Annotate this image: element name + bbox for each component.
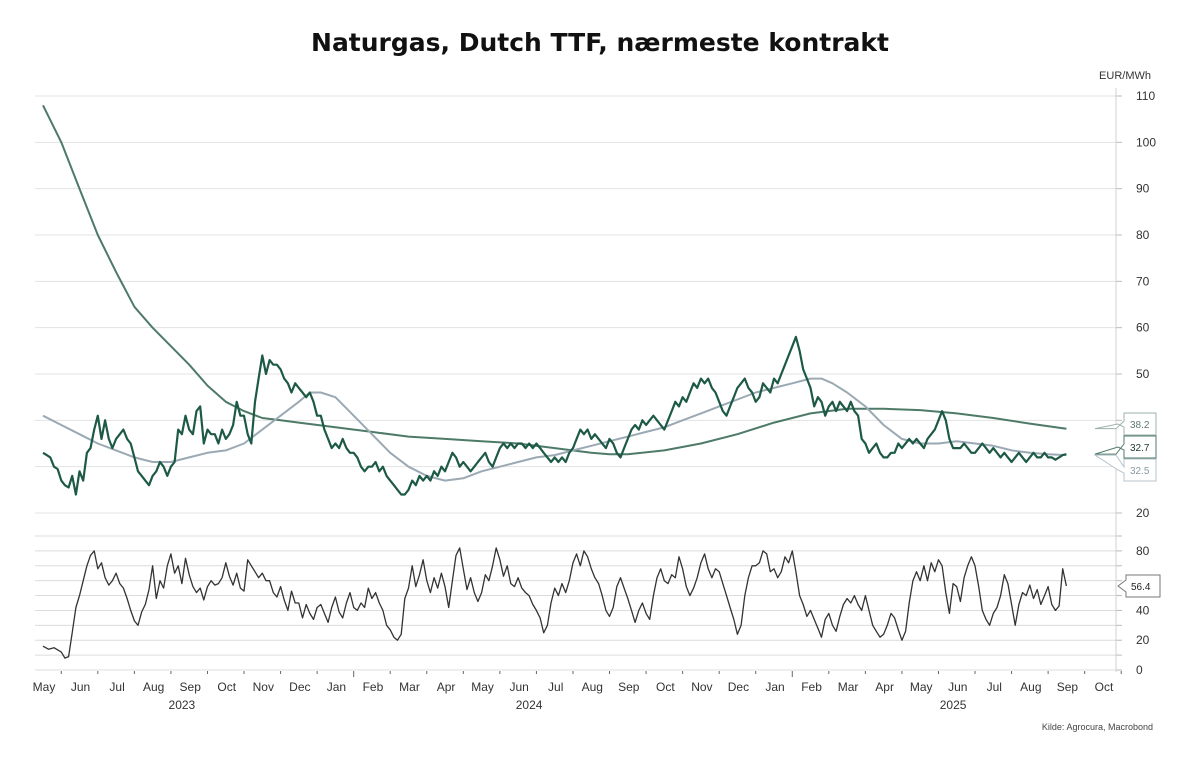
y-axis-unit-label: EUR/MWh [1099, 70, 1151, 82]
x-tick-label-month: Oct [656, 680, 675, 694]
x-tick-label-month: Oct [217, 680, 236, 694]
y-tick-label-bottom: 80 [1136, 544, 1150, 558]
x-tick-label-month: Oct [1095, 680, 1114, 694]
series-line-moving-average-long- [42, 104, 1067, 456]
x-tick-label-year: 2024 [516, 698, 543, 712]
last-value-boxes: 38.2 32.7 32.5 56.4 [1093, 412, 1161, 598]
y-tick-label-top: 20 [1136, 506, 1150, 520]
y-tick-label-bottom: 40 [1136, 603, 1150, 617]
bottom-panel-gridlines [35, 535, 1122, 671]
x-tick-label-month: Jan [327, 680, 346, 694]
x-tick-label-month: Jan [765, 680, 784, 694]
top-panel-series [42, 104, 1067, 496]
y-tick-label-top: 60 [1136, 321, 1150, 335]
source-note: Kilde: Agrocura, Macrobond [1041, 722, 1153, 732]
value-box-outline [1094, 412, 1157, 436]
chart-title: Naturgas, Dutch TTF, nærmeste kontrakt [311, 28, 889, 57]
x-tick-label-month: Nov [691, 680, 712, 694]
series-line-ttf-front-month [42, 335, 1067, 496]
x-tick-label-month: Apr [875, 680, 894, 694]
y-tick-labels: 20 50 60 70 80 90 100 110 0 20 40 80 [1136, 89, 1156, 677]
x-tick-label-month: Feb [363, 680, 384, 694]
x-tick-label-month: Jul [109, 680, 124, 694]
x-tick-label-month: May [471, 680, 494, 694]
x-tick-label-month: Dec [728, 680, 749, 694]
x-tick-label-month: Jul [987, 680, 1002, 694]
x-tick-label-month: Jul [548, 680, 563, 694]
y-tick-label-top: 80 [1136, 228, 1150, 242]
x-tick-label-month: Aug [582, 680, 603, 694]
top-panel-gridlines [35, 95, 1122, 514]
value-box-text: 38.2 [1130, 420, 1150, 431]
x-tick-label-month: Aug [1020, 680, 1041, 694]
y-tick-label-top: 100 [1136, 135, 1156, 149]
value-box-outline [1094, 435, 1157, 459]
x-tick-label-month: Sep [180, 680, 202, 694]
series-line-moving-average-short- [42, 377, 1067, 482]
last-value-box: 56.4 [1117, 574, 1161, 598]
y-tick-label-top: 70 [1136, 274, 1150, 288]
value-box-outline [1093, 454, 1157, 482]
value-box-text: 32.7 [1130, 443, 1150, 454]
value-box-text: 32.5 [1130, 466, 1150, 477]
x-tick-label-month: Sep [618, 680, 640, 694]
last-value-box: 38.2 [1094, 412, 1157, 436]
x-tick-label-month: Dec [289, 680, 310, 694]
y-tick-label-top: 90 [1136, 182, 1150, 196]
x-tick-label-month: May [33, 680, 56, 694]
x-tick-label-month: Jun [71, 680, 90, 694]
y-tick-label-bottom: 20 [1136, 633, 1150, 647]
x-tick-label-month: Mar [399, 680, 420, 694]
x-tick-labels: May Jun Jul Aug Sep Oct Nov Dec Jan Feb Mar Apr May J… [33, 680, 1114, 712]
axes [60, 88, 1122, 677]
x-tick-label-month: Jun [509, 680, 528, 694]
value-box-text: 56.4 [1131, 582, 1151, 593]
value-box-outline [1117, 574, 1161, 598]
bottom-panel-series [42, 547, 1068, 659]
x-tick-label-month: Aug [143, 680, 164, 694]
x-tick-label-year: 2025 [940, 698, 967, 712]
last-value-box: 32.7 [1094, 435, 1157, 459]
y-tick-label-bottom: 0 [1136, 663, 1143, 677]
x-tick-label-year: 2023 [169, 698, 196, 712]
x-tick-label-month: Jun [948, 680, 967, 694]
last-value-box: 32.5 [1093, 454, 1157, 482]
x-tick-label-month: Apr [437, 680, 456, 694]
x-tick-label-month: May [910, 680, 933, 694]
x-tick-label-month: Feb [801, 680, 822, 694]
series-line-oscillator [42, 547, 1068, 659]
y-tick-label-top: 110 [1136, 89, 1155, 103]
x-tick-label-month: Mar [838, 680, 859, 694]
x-tick-label-month: Nov [253, 680, 274, 694]
y-tick-label-top: 50 [1136, 367, 1150, 381]
x-tick-label-month: Sep [1057, 680, 1079, 694]
